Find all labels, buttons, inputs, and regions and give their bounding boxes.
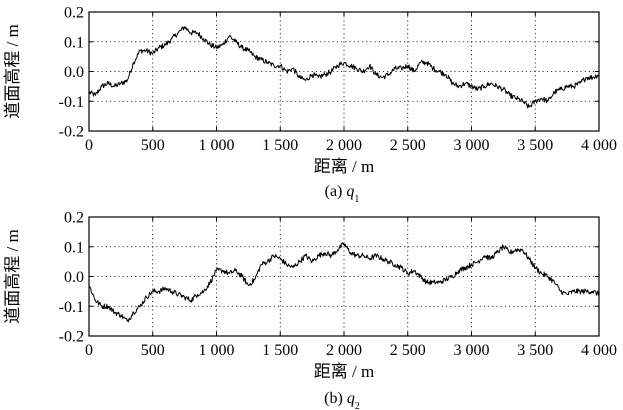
panel-caption: (b) q2 [324, 390, 360, 410]
x-tick-label: 2 500 [390, 342, 426, 359]
x-tick-label: 1 000 [199, 137, 235, 154]
caption-prefix: (b) [324, 390, 347, 407]
series-line [88, 26, 600, 109]
y-tick-label: -0.1 [59, 299, 84, 316]
y-tick-label: 0.1 [64, 239, 84, 256]
x-tick-label: 1 500 [262, 137, 298, 154]
x-axis-label: 距离 / m [314, 157, 374, 176]
caption-prefix: (a) [325, 183, 347, 200]
x-tick-label: 4 000 [581, 137, 617, 154]
y-axis-label: 道面高程 / m [3, 24, 22, 118]
series-line [88, 242, 600, 323]
x-tick-label: 3 000 [454, 137, 490, 154]
x-tick-label: 3 000 [454, 342, 490, 359]
y-tick-label: -0.2 [59, 124, 84, 141]
y-tick-label: 0.0 [64, 64, 84, 81]
x-tick-label: 0 [85, 342, 93, 359]
y-axis-label: 道面高程 / m [3, 229, 22, 323]
x-tick-label: 4 000 [581, 342, 617, 359]
caption-variable: q [347, 390, 355, 407]
chart-panel-b: 0 500 1 000 1 500 2 000 2 500 3 000 3 500 4 000 -… [3, 210, 617, 410]
x-tick-label: 1 500 [262, 342, 298, 359]
x-tick-label: 3 500 [517, 342, 553, 359]
x-tick-label: 2 000 [326, 137, 362, 154]
y-tick-label: 0.0 [64, 269, 84, 286]
y-tick-label: -0.1 [59, 94, 84, 111]
x-tick-label: 2 000 [326, 342, 362, 359]
caption-subscript: 1 [354, 194, 359, 205]
x-tick-label: 3 500 [517, 137, 553, 154]
plot-frame [88, 216, 600, 337]
x-tick-label: 2 500 [390, 137, 426, 154]
chart-panel-a: 0 500 1 000 1 500 2 000 2 500 3 000 3 500 4 000 -… [3, 5, 617, 205]
y-tick-label: 0.2 [64, 210, 84, 227]
x-tick-label: 500 [141, 137, 165, 154]
x-tick-label: 1 000 [199, 342, 235, 359]
x-axis-label: 距离 / m [314, 362, 374, 381]
x-tick-label: 0 [85, 137, 93, 154]
caption-variable: q [346, 183, 354, 200]
y-tick-label: -0.2 [59, 329, 84, 346]
caption-subscript: 2 [355, 401, 360, 410]
x-tick-label: 500 [141, 342, 165, 359]
y-tick-label: 0.2 [64, 5, 84, 22]
plot-frame [88, 11, 600, 132]
y-tick-label: 0.1 [64, 34, 84, 51]
panel-caption: (a) q1 [325, 183, 360, 205]
